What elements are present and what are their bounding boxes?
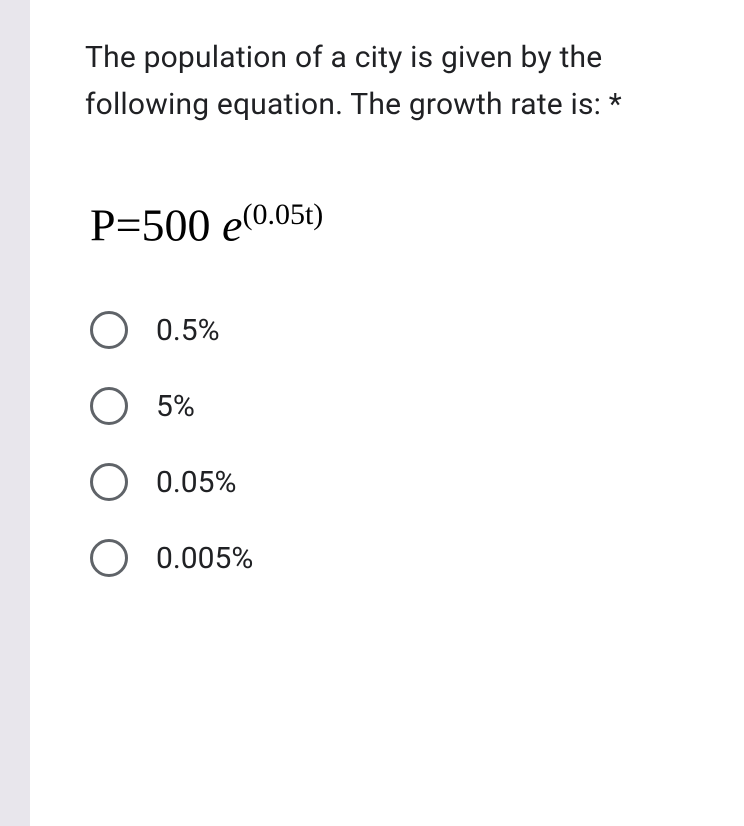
option-label-3: 0.05% [156, 465, 236, 500]
options-container: 0.5% 5% 0.05% 0.005% [90, 311, 699, 577]
radio-option-4[interactable]: 0.005% [90, 539, 699, 577]
question-body: The population of a city is given by the… [85, 40, 609, 122]
radio-circle-icon [90, 387, 128, 425]
question-card: The population of a city is given by the… [30, 0, 744, 826]
radio-option-2[interactable]: 5% [90, 387, 699, 425]
equation-prefix: P=500 [90, 199, 222, 250]
equation-display: P=500 e(0.05t) [90, 198, 699, 251]
radio-circle-icon [90, 539, 128, 577]
option-label-4: 0.005% [156, 541, 253, 576]
equation-exponent: (0.05t) [242, 198, 323, 231]
question-text: The population of a city is given by the… [85, 35, 699, 128]
option-label-2: 5% [156, 389, 195, 424]
option-label-1: 0.5% [156, 313, 220, 348]
radio-circle-icon [90, 311, 128, 349]
equation-base: e [222, 199, 242, 250]
radio-circle-icon [90, 463, 128, 501]
required-asterisk: * [609, 87, 622, 122]
radio-option-1[interactable]: 0.5% [90, 311, 699, 349]
radio-option-3[interactable]: 0.05% [90, 463, 699, 501]
